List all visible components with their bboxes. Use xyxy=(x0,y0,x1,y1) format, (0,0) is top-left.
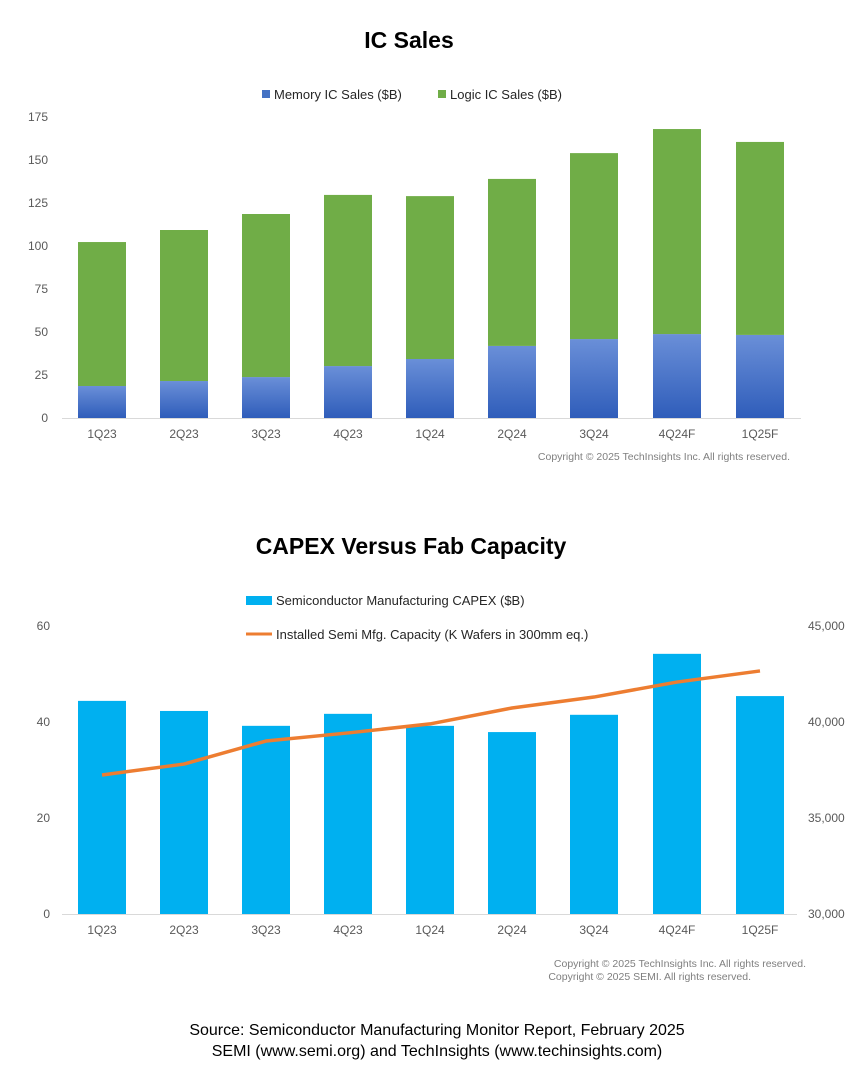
x-tick-label: 3Q24 xyxy=(579,923,609,937)
y-tick-label: 0 xyxy=(41,411,48,425)
bar-capex-1Q24 xyxy=(406,725,454,914)
y-tick-label-left: 60 xyxy=(37,619,51,633)
bar-memory-1Q23 xyxy=(78,386,126,418)
y-tick-label: 25 xyxy=(35,368,49,382)
bar-capex-4Q23 xyxy=(324,713,372,914)
bar-memory-1Q25F xyxy=(736,334,784,418)
source-line-2: SEMI (www.semi.org) and TechInsights (ww… xyxy=(212,1043,663,1060)
legend-label-memory: Memory IC Sales ($B) xyxy=(274,87,402,102)
x-tick-label: 1Q24 xyxy=(415,427,445,441)
x-tick-label: 4Q23 xyxy=(333,923,363,937)
y-tick-label-right: 40,000 xyxy=(808,715,845,729)
y-tick-label: 100 xyxy=(28,239,48,253)
x-tick-label: 4Q24F xyxy=(659,923,696,937)
source-line-1: Source: Semiconductor Manufacturing Moni… xyxy=(189,1022,684,1039)
y-tick-label: 175 xyxy=(28,110,48,124)
bar-logic-3Q23 xyxy=(242,214,290,378)
x-tick-label: 1Q25F xyxy=(742,923,779,937)
bar-memory-2Q24 xyxy=(488,345,536,418)
x-tick-label: 3Q24 xyxy=(579,427,609,441)
y-tick-label-left: 20 xyxy=(37,811,51,825)
bar-logic-4Q24F xyxy=(653,129,701,335)
bar-logic-4Q23 xyxy=(324,194,372,367)
bar-logic-2Q24 xyxy=(488,178,536,346)
bar-logic-2Q23 xyxy=(160,230,208,382)
x-tick-label: 2Q24 xyxy=(497,923,527,937)
y-tick-label-right: 30,000 xyxy=(808,907,845,921)
x-tick-label: 1Q23 xyxy=(87,923,117,937)
x-tick-label: 1Q25F xyxy=(742,427,779,441)
y-tick-label-left: 40 xyxy=(37,715,51,729)
y-tick-label: 125 xyxy=(28,196,48,210)
legend-label-logic: Logic IC Sales ($B) xyxy=(450,87,562,102)
bar-logic-1Q24 xyxy=(406,196,454,360)
x-tick-label: 1Q24 xyxy=(415,923,445,937)
bar-logic-1Q25F xyxy=(736,141,784,335)
bar-memory-3Q23 xyxy=(242,377,290,418)
bar-capex-3Q23 xyxy=(242,725,290,914)
x-tick-label: 4Q24F xyxy=(659,427,696,441)
legend-swatch-logic xyxy=(438,90,446,98)
bar-memory-2Q23 xyxy=(160,381,208,418)
x-tick-label: 4Q23 xyxy=(333,427,363,441)
bar-memory-3Q24 xyxy=(570,339,618,418)
bar-memory-1Q24 xyxy=(406,359,454,418)
x-tick-label: 1Q23 xyxy=(87,427,117,441)
y-tick-label-right: 35,000 xyxy=(808,811,845,825)
bar-capex-2Q23 xyxy=(160,710,208,914)
chart-title: CAPEX Versus Fab Capacity xyxy=(256,533,567,559)
y-tick-label: 75 xyxy=(35,282,49,296)
legend-swatch-capex xyxy=(246,596,272,605)
copyright-note: Copyright © 2025 TechInsights Inc. All r… xyxy=(554,958,806,970)
legend-label-capacity: Installed Semi Mfg. Capacity (K Wafers i… xyxy=(276,627,588,642)
x-tick-label: 2Q23 xyxy=(169,427,199,441)
bar-memory-4Q24F xyxy=(653,334,701,418)
copyright-note: Copyright © 2025 TechInsights Inc. All r… xyxy=(538,451,790,463)
bar-capex-4Q24F xyxy=(653,653,701,914)
bar-logic-1Q23 xyxy=(78,242,126,387)
legend-label-capex: Semiconductor Manufacturing CAPEX ($B) xyxy=(276,593,525,608)
bar-capex-3Q24 xyxy=(570,714,618,914)
x-tick-label: 3Q23 xyxy=(251,923,281,937)
y-tick-label-left: 0 xyxy=(43,907,50,921)
bar-capex-1Q23 xyxy=(78,700,126,914)
copyright-note: Copyright © 2025 SEMI. All rights reserv… xyxy=(548,971,751,983)
bar-memory-4Q23 xyxy=(324,366,372,418)
bar-capex-1Q25F xyxy=(736,696,784,914)
bar-capex-2Q24 xyxy=(488,732,536,914)
y-tick-label: 50 xyxy=(35,325,49,339)
x-tick-label: 2Q23 xyxy=(169,923,199,937)
y-tick-label-right: 45,000 xyxy=(808,619,845,633)
bar-logic-3Q24 xyxy=(570,153,618,340)
y-tick-label: 150 xyxy=(28,153,48,167)
chart-title: IC Sales xyxy=(364,27,454,53)
legend-swatch-memory xyxy=(262,90,270,98)
x-tick-label: 2Q24 xyxy=(497,427,527,441)
x-tick-label: 3Q23 xyxy=(251,427,281,441)
